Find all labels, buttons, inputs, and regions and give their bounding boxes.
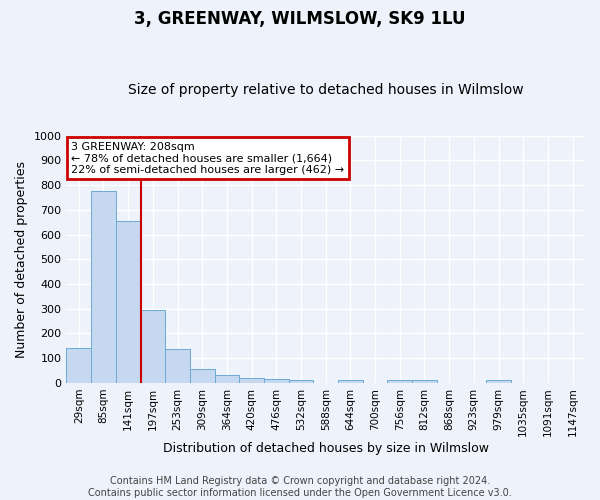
- Bar: [91, 192, 116, 383]
- Title: Size of property relative to detached houses in Wilmslow: Size of property relative to detached ho…: [128, 83, 524, 97]
- Bar: [412, 380, 437, 383]
- Bar: [215, 376, 239, 383]
- Bar: [388, 380, 412, 383]
- Bar: [486, 380, 511, 383]
- Bar: [289, 380, 313, 383]
- Text: 3 GREENWAY: 208sqm
← 78% of detached houses are smaller (1,664)
22% of semi-deta: 3 GREENWAY: 208sqm ← 78% of detached hou…: [71, 142, 344, 175]
- Bar: [338, 380, 363, 383]
- Bar: [239, 378, 264, 383]
- Bar: [264, 378, 289, 383]
- Text: 3, GREENWAY, WILMSLOW, SK9 1LU: 3, GREENWAY, WILMSLOW, SK9 1LU: [134, 10, 466, 28]
- Text: Contains HM Land Registry data © Crown copyright and database right 2024.
Contai: Contains HM Land Registry data © Crown c…: [88, 476, 512, 498]
- Bar: [140, 310, 165, 383]
- Bar: [67, 348, 91, 383]
- X-axis label: Distribution of detached houses by size in Wilmslow: Distribution of detached houses by size …: [163, 442, 489, 455]
- Y-axis label: Number of detached properties: Number of detached properties: [15, 160, 28, 358]
- Bar: [165, 350, 190, 383]
- Bar: [190, 368, 215, 383]
- Bar: [116, 221, 140, 383]
